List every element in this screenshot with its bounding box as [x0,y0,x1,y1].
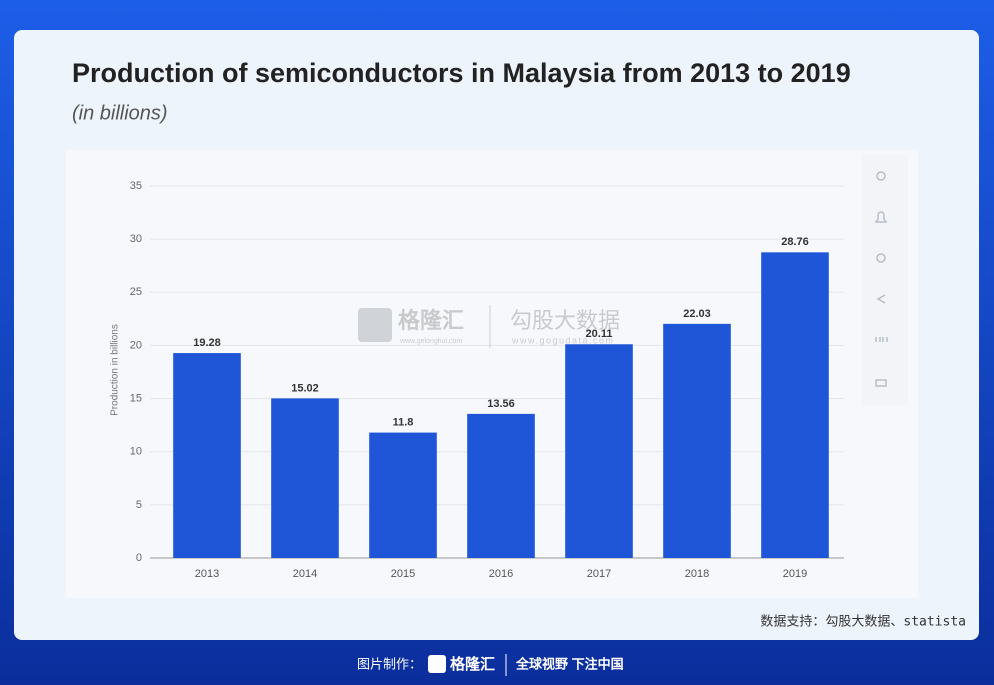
data-label: 13.56 [487,398,515,410]
icon-share[interactable] [876,294,886,304]
data-label: 19.28 [193,337,221,349]
bar [663,323,731,558]
bar [173,353,241,558]
toolbar [862,155,908,405]
y-tick-label: 5 [136,499,142,511]
icon-bell[interactable] [874,211,888,223]
x-tick-label: 2017 [587,568,611,580]
watermark: 格隆汇 www.gelonghui.com 勾股大数据 www.gogudata… [358,305,620,348]
y-tick-label: 10 [130,446,142,458]
y-tick-label: 15 [130,392,142,404]
bar [565,344,633,558]
y-tick-label: 35 [130,180,142,192]
bar [271,398,339,558]
y-tick-label: 25 [130,286,142,298]
footer-slogan: 全球视野 下注中国 [515,656,624,671]
icon-quote[interactable] [875,337,888,342]
y-tick-label: 30 [130,233,142,245]
data-label: 20.11 [586,328,613,340]
chart-title: Production of semiconductors in Malaysia… [72,58,851,88]
footer-label: 图片制作： [357,656,422,671]
footer-brand: 格隆汇 [450,655,495,673]
x-tick-label: 2016 [489,568,513,580]
icon-gear[interactable] [876,253,886,263]
data-label: 22.03 [683,308,711,320]
icon-star[interactable] [876,171,886,181]
watermark-text: 格隆汇 [398,308,464,333]
data-label: 28.76 [781,236,809,248]
bar [467,413,535,558]
source: 数据支持：勾股大数据、statista [760,615,966,630]
chart-subtitle: (in billions) [72,102,168,124]
watermark-url: www.gogudata.com [511,335,615,345]
bar [761,252,829,559]
x-tick-label: 2013 [195,568,219,580]
footer-logo [428,655,446,673]
x-tick-label: 2015 [391,568,415,580]
watermark-text: 勾股大数据 [510,308,620,333]
y-tick-label: 0 [136,552,142,564]
y-axis-label: Production in billions [110,324,121,416]
data-label: 11.8 [393,416,414,428]
x-tick-label: 2018 [685,568,709,580]
y-tick-label: 20 [130,339,142,351]
watermark-logo [358,308,392,342]
x-tick-label: 2014 [293,568,317,580]
watermark-url: www.gelonghui.com [399,338,462,345]
data-label: 15.02 [291,382,319,394]
bar [369,432,437,558]
icon-print[interactable] [875,379,887,387]
toolbar-icons [874,171,888,387]
x-tick-label: 2019 [783,568,807,580]
